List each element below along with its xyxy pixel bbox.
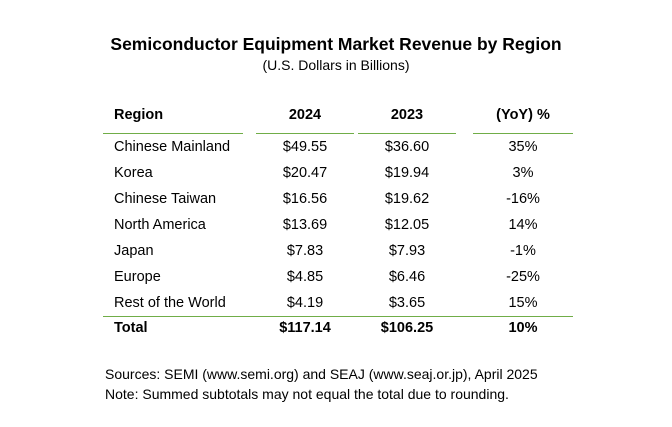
table-title: Semiconductor Equipment Market Revenue b… (110, 34, 562, 54)
header-rule-yoy (473, 133, 573, 134)
region-cell: Chinese Taiwan (114, 191, 217, 207)
header-rule-2023 (358, 133, 456, 134)
header-yoy: (YoY) % (496, 107, 550, 123)
header-2024: 2024 (288, 107, 322, 123)
table-subtitle: (U.S. Dollars in Billions) (262, 57, 410, 73)
header-rule-region (103, 133, 243, 134)
yoy-cell: 3% (512, 165, 534, 181)
value-2023-cell: $36.60 (384, 139, 430, 155)
region-cell: North America (114, 217, 206, 233)
header-region: Region (114, 107, 164, 123)
total-label-cell: Total (114, 320, 148, 336)
region-cell: Rest of the World (114, 295, 226, 311)
region-cell: Chinese Mainland (114, 139, 231, 155)
yoy-cell: -16% (506, 191, 540, 207)
value-2024-cell: $49.55 (282, 139, 328, 155)
yoy-cell: 15% (508, 295, 538, 311)
value-2023-cell: $12.05 (384, 217, 430, 233)
value-2023-cell: $19.62 (384, 191, 430, 207)
rounding-note: Note: Summed subtotals may not equal the… (105, 386, 509, 402)
header-rule-2024 (256, 133, 354, 134)
value-2023-cell: $19.94 (384, 165, 430, 181)
region-cell: Europe (114, 269, 161, 285)
sources-note: Sources: SEMI (www.semi.org) and SEAJ (w… (105, 366, 538, 382)
value-2024-cell: $4.85 (286, 269, 324, 285)
value-2024-cell: $7.83 (286, 243, 324, 259)
total-yoy-cell: 10% (508, 320, 538, 336)
yoy-cell: -1% (510, 243, 536, 259)
yoy-cell: -25% (506, 269, 540, 285)
value-2023-cell: $6.46 (388, 269, 426, 285)
yoy-cell: 14% (508, 217, 538, 233)
total-2023-cell: $106.25 (380, 320, 434, 336)
region-cell: Korea (114, 165, 153, 181)
value-2023-cell: $7.93 (388, 243, 426, 259)
value-2024-cell: $16.56 (282, 191, 328, 207)
value-2023-cell: $3.65 (388, 295, 426, 311)
total-rule (103, 316, 573, 317)
total-2024-cell: $117.14 (279, 320, 331, 336)
value-2024-cell: $4.19 (286, 295, 324, 311)
value-2024-cell: $13.69 (282, 217, 328, 233)
yoy-cell: 35% (508, 139, 538, 155)
value-2024-cell: $20.47 (282, 165, 328, 181)
header-2023: 2023 (390, 107, 424, 123)
region-cell: Japan (114, 243, 154, 259)
